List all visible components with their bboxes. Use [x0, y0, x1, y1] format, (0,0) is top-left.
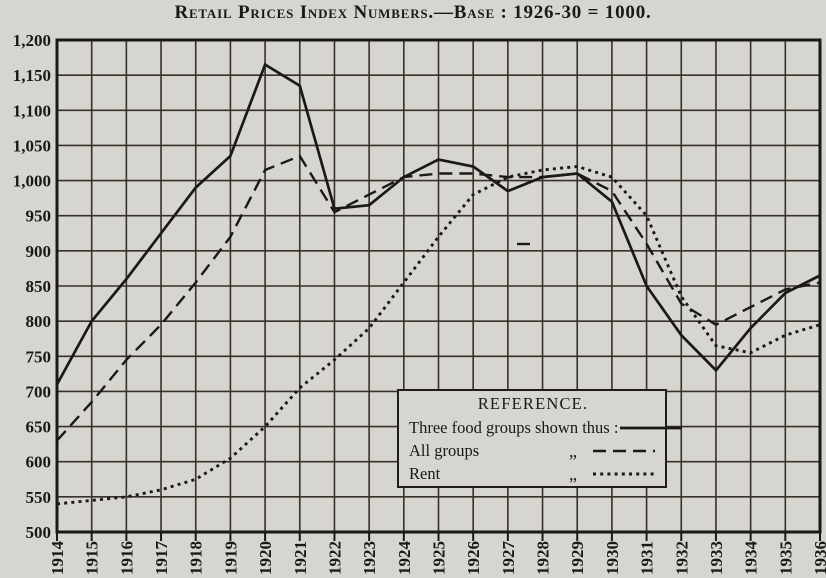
x-tick-label: 1915	[83, 541, 102, 575]
y-tick-label: 550	[26, 488, 52, 507]
legend-row-all-groups: All groups „	[409, 439, 657, 462]
y-tick-label: 1,200	[13, 31, 51, 50]
legend-ditto-1: „	[569, 440, 577, 461]
x-tick-label: 1927	[499, 541, 518, 576]
legend-row-rent: Rent „	[409, 462, 657, 485]
x-tick-label: 1936	[811, 541, 826, 575]
y-tick-label: 1,150	[13, 66, 51, 85]
x-tick-label: 1920	[256, 541, 275, 575]
legend-sample-dashed-line	[593, 449, 655, 452]
legend-ditto-2: „	[569, 463, 577, 484]
x-tick-label: 1929	[568, 541, 587, 575]
legend-label-food: Three food groups shown thus :	[409, 417, 619, 437]
y-tick-label: 1,000	[13, 172, 51, 191]
legend-sample-solid-line	[620, 426, 683, 429]
y-tick-label: 750	[26, 347, 52, 366]
y-tick-label: 650	[26, 418, 52, 437]
series-solid-line	[55, 62, 821, 386]
legend-title: REFERENCE.	[477, 394, 589, 413]
x-tick-label: 1934	[742, 541, 761, 576]
x-tick-label: 1914	[48, 541, 67, 576]
x-tick-label: 1924	[395, 541, 414, 576]
legend-row-food: Three food groups shown thus :	[409, 416, 683, 439]
x-tick-label: 1928	[534, 541, 553, 575]
legend-box: REFERENCE. Three food groups shown thus …	[397, 389, 683, 488]
y-tick-label: 700	[26, 382, 52, 401]
x-tick-label: 1919	[221, 541, 240, 575]
x-tick-label: 1935	[776, 541, 795, 575]
x-tick-label: 1930	[603, 541, 622, 575]
x-tick-label: 1916	[117, 541, 136, 575]
x-tick-label: 1922	[325, 541, 344, 575]
legend-label-all-groups: All groups	[409, 440, 480, 460]
x-tick-label: 1933	[707, 541, 726, 575]
y-tick-label: 500	[26, 523, 52, 542]
x-tick-label: 1932	[672, 541, 691, 575]
y-tick-label: 850	[26, 277, 52, 296]
y-tick-label: 950	[26, 207, 52, 226]
x-tick-label: 1925	[430, 541, 449, 575]
y-tick-label: 1,100	[13, 101, 51, 120]
y-tick-label: 800	[26, 312, 52, 331]
x-axis-ticks	[56, 532, 821, 541]
x-tick-label: 1923	[360, 541, 379, 575]
chart-title: Retail Prices Index Numbers.—Base : 1926…	[174, 2, 652, 23]
x-tick-label: 1931	[638, 541, 657, 575]
x-tick-label: 1918	[187, 541, 206, 575]
x-tick-label: 1921	[291, 541, 310, 575]
y-tick-label: 1,050	[13, 136, 51, 155]
y-tick-label: 600	[26, 453, 52, 472]
x-tick-label: 1926	[464, 541, 483, 575]
legend-sample-dotted-line	[593, 472, 655, 475]
legend-label-rent: Rent	[409, 463, 441, 483]
y-tick-label: 900	[26, 242, 52, 261]
x-tick-label: 1917	[152, 541, 171, 576]
